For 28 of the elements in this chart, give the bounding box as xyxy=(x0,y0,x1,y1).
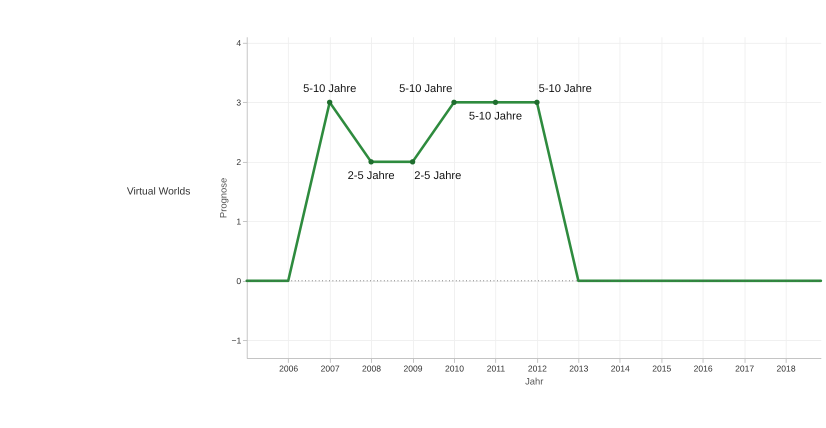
data-label: 5-10 Jahre xyxy=(538,83,592,96)
y-tick-label: 0 xyxy=(236,276,242,286)
y-tick-label: 4 xyxy=(236,38,242,48)
x-tick-label: 2008 xyxy=(362,363,382,374)
y-tick-label: 1 xyxy=(236,216,242,226)
x-tick-label: 2012 xyxy=(528,363,548,374)
x-tick-label: 2016 xyxy=(694,363,713,374)
x-tick-label: 2013 xyxy=(569,363,589,374)
data-label: 5-10 Jahre xyxy=(468,110,522,122)
x-tick-label: 2006 xyxy=(279,363,298,374)
x-tick-label: 2017 xyxy=(735,363,754,374)
x-tick-label: 2010 xyxy=(444,363,464,374)
y-tick-label: 2 xyxy=(236,156,242,167)
x-axis-title: Jahr xyxy=(525,375,544,386)
x-tick-label: 2011 xyxy=(486,363,506,374)
x-tick-label: 2007 xyxy=(320,363,340,374)
y-axis-title: Prognose xyxy=(217,178,228,218)
y-tick-label: −1 xyxy=(231,335,242,346)
y-tick-label: 3 xyxy=(236,97,242,108)
x-tick-label: 2009 xyxy=(403,363,423,374)
x-tick-label: 2018 xyxy=(776,363,796,374)
data-label: 2-5 Jahre xyxy=(348,170,395,182)
data-label: 5-10 Jahre xyxy=(303,83,356,96)
text: Virtual Worlds xyxy=(126,186,190,198)
data-label: 2-5 Jahre xyxy=(414,170,462,182)
data-label: 5-10 Jahre xyxy=(399,83,452,96)
x-tick-label: 2014 xyxy=(610,363,630,374)
x-tick-label: 2015 xyxy=(652,363,672,374)
